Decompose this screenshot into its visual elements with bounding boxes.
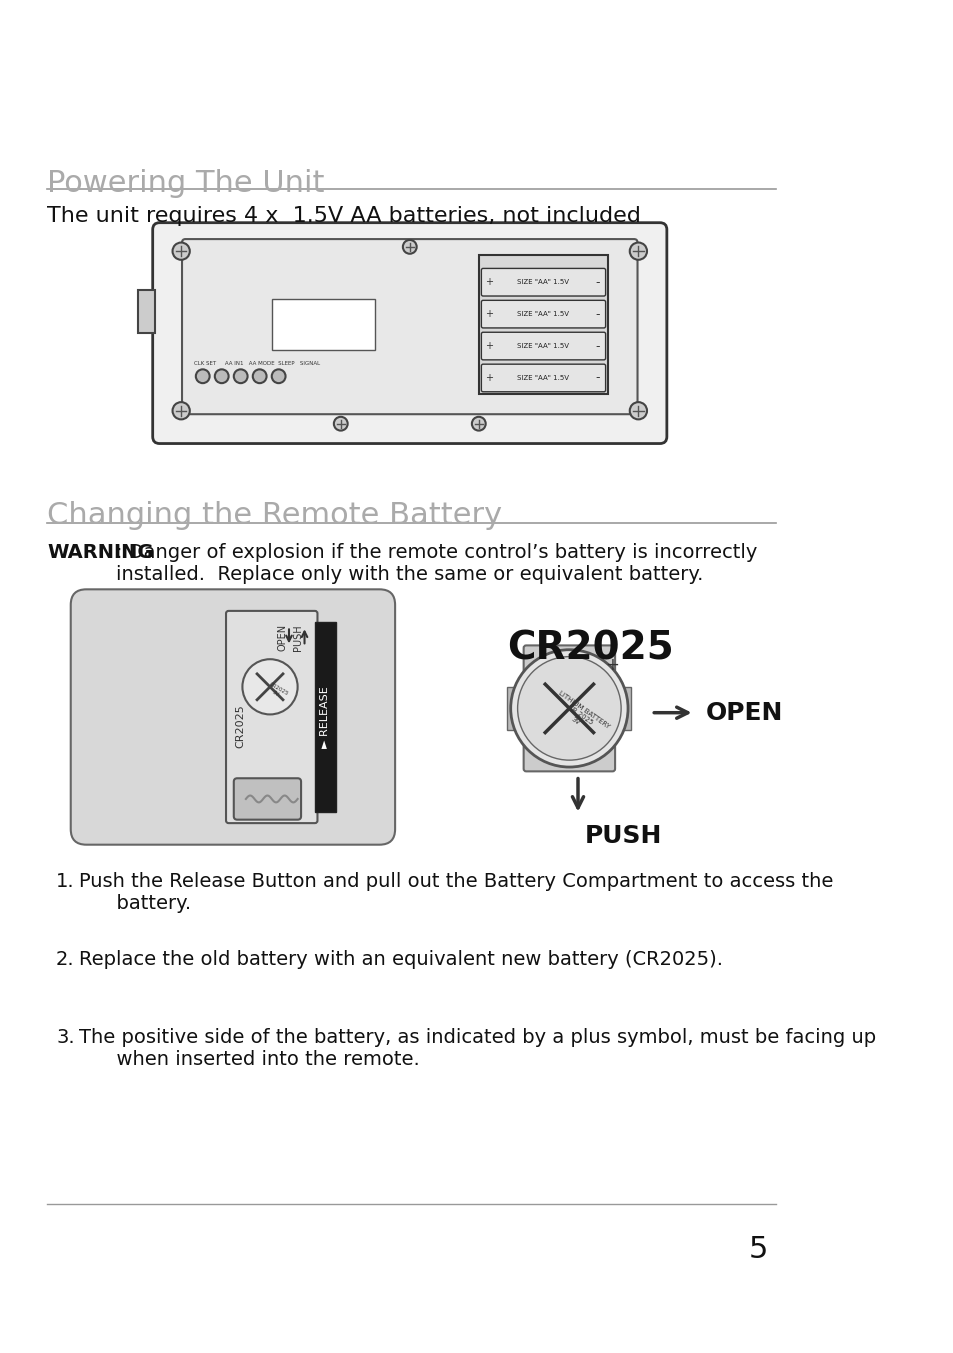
Text: CLK SET     AA IN1   AA MODE  SLEEP   SIGNAL: CLK SET AA IN1 AA MODE SLEEP SIGNAL	[193, 361, 320, 365]
FancyBboxPatch shape	[233, 778, 301, 820]
Circle shape	[472, 417, 485, 430]
Text: WARNING: WARNING	[48, 543, 153, 561]
Text: CR2025: CR2025	[235, 704, 246, 747]
Circle shape	[517, 656, 620, 760]
Text: 1.: 1.	[56, 873, 74, 892]
Circle shape	[172, 402, 190, 419]
FancyBboxPatch shape	[481, 333, 605, 360]
FancyBboxPatch shape	[481, 300, 605, 327]
Text: 3.: 3.	[56, 1027, 74, 1047]
Text: SIZE "AA" 1.5V: SIZE "AA" 1.5V	[517, 344, 569, 349]
Bar	[272, 299, 375, 350]
FancyBboxPatch shape	[481, 268, 605, 296]
FancyBboxPatch shape	[71, 590, 395, 844]
Circle shape	[214, 369, 229, 383]
Text: SIZE "AA" 1.5V: SIZE "AA" 1.5V	[517, 279, 569, 285]
Circle shape	[253, 369, 266, 383]
Text: -: -	[595, 340, 599, 353]
Text: CR2025
3V: CR2025 3V	[265, 681, 289, 701]
Bar	[507, 687, 526, 731]
Text: PUSH: PUSH	[584, 824, 661, 848]
Text: +: +	[485, 341, 493, 350]
Bar	[314, 622, 336, 812]
Text: +: +	[485, 308, 493, 319]
Text: ► RELEASE: ► RELEASE	[320, 686, 330, 748]
Text: OPEN: OPEN	[705, 701, 782, 725]
Text: The positive side of the battery, as indicated by a plus symbol, must be facing : The positive side of the battery, as ind…	[79, 1027, 876, 1069]
Text: Replace the old battery with an equivalent new battery (CR2025).: Replace the old battery with an equivale…	[79, 950, 722, 969]
Circle shape	[629, 242, 646, 260]
FancyBboxPatch shape	[523, 645, 615, 771]
Text: 2.: 2.	[56, 950, 74, 969]
Text: SIZE "AA" 1.5V: SIZE "AA" 1.5V	[517, 311, 569, 317]
FancyBboxPatch shape	[182, 239, 637, 414]
Text: +: +	[605, 656, 618, 674]
Bar	[478, 256, 608, 394]
Text: Changing the Remote Battery: Changing the Remote Battery	[48, 502, 502, 530]
Text: SIZE "AA" 1.5V: SIZE "AA" 1.5V	[517, 375, 569, 382]
Text: Push the Release Button and pull out the Battery Compartment to access the
     : Push the Release Button and pull out the…	[79, 873, 833, 913]
Text: OPEN: OPEN	[276, 624, 287, 651]
Text: The unit requires 4 x  1.5V AA batteries, not included: The unit requires 4 x 1.5V AA batteries,…	[48, 206, 640, 226]
Text: -: -	[595, 276, 599, 288]
Text: CR2025: CR2025	[507, 629, 674, 667]
Text: -: -	[595, 307, 599, 321]
Text: -: -	[595, 372, 599, 384]
FancyBboxPatch shape	[481, 364, 605, 392]
Text: +: +	[485, 277, 493, 287]
Circle shape	[629, 402, 646, 419]
Circle shape	[195, 369, 210, 383]
Circle shape	[334, 417, 347, 430]
Text: LITHIUM BATTERY
CR 2025
3V: LITHIUM BATTERY CR 2025 3V	[548, 690, 610, 741]
Bar	[138, 290, 155, 333]
Text: Powering The Unit: Powering The Unit	[48, 169, 325, 198]
FancyBboxPatch shape	[152, 223, 666, 444]
Circle shape	[272, 369, 285, 383]
Circle shape	[172, 242, 190, 260]
FancyBboxPatch shape	[226, 612, 317, 823]
Circle shape	[510, 649, 627, 767]
Text: : Danger of explosion if the remote control’s battery is incorrectly
installed. : : Danger of explosion if the remote cont…	[116, 543, 757, 583]
Bar	[612, 687, 631, 731]
Circle shape	[242, 659, 297, 714]
Circle shape	[233, 369, 248, 383]
Text: +: +	[485, 373, 493, 383]
Circle shape	[402, 239, 416, 254]
Text: 5: 5	[748, 1235, 767, 1264]
Text: PUSH: PUSH	[293, 624, 302, 651]
